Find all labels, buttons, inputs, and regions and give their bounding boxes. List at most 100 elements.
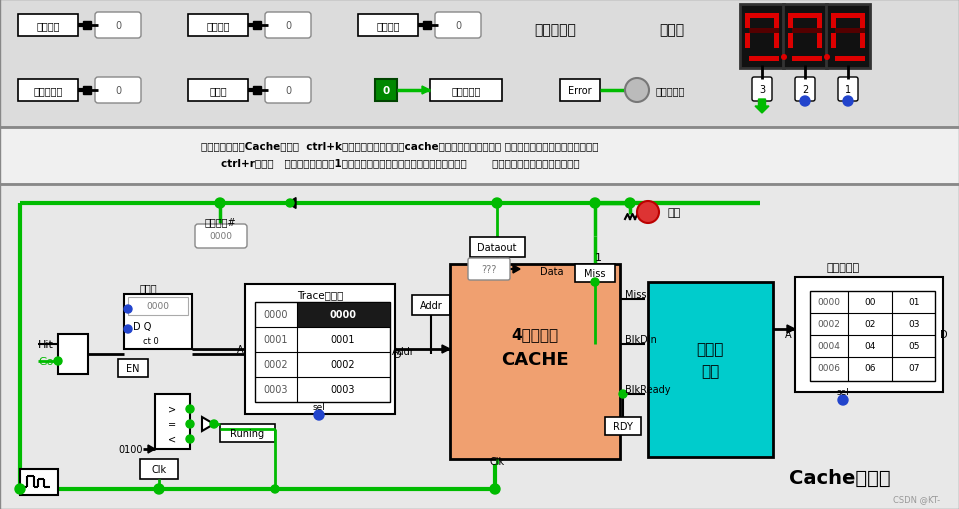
Bar	[245, 285, 395, 414]
Bar	[826, 5, 870, 69]
Circle shape	[625, 199, 635, 209]
Bar	[749, 57, 779, 62]
Text: 块交换: 块交换	[696, 342, 724, 357]
Bar	[817, 34, 822, 49]
Bar	[774, 34, 779, 49]
Text: 0003: 0003	[331, 384, 355, 394]
Circle shape	[314, 410, 324, 420]
FancyBboxPatch shape	[95, 78, 141, 104]
FancyBboxPatch shape	[795, 78, 815, 102]
Text: D Q: D Q	[133, 321, 152, 331]
Text: 命中率: 命中率	[660, 23, 685, 37]
Text: 0: 0	[455, 21, 461, 31]
Bar	[740, 5, 784, 69]
Bar	[188, 15, 248, 37]
Circle shape	[800, 97, 810, 107]
Text: 0100: 0100	[119, 444, 143, 454]
Text: 2: 2	[802, 85, 808, 95]
Bar	[450, 265, 620, 459]
Text: 02: 02	[864, 320, 876, 329]
Text: 测试用例#: 测试用例#	[204, 216, 236, 227]
Circle shape	[54, 357, 62, 365]
Bar	[255, 302, 390, 402]
Circle shape	[619, 390, 627, 398]
Circle shape	[124, 325, 132, 333]
Text: 0001: 0001	[264, 334, 289, 344]
Bar	[810, 292, 935, 381]
Text: ct 0: ct 0	[143, 337, 159, 346]
FancyBboxPatch shape	[265, 13, 311, 39]
Text: 04: 04	[864, 342, 876, 351]
Circle shape	[492, 199, 502, 209]
Text: RDY: RDY	[613, 421, 633, 431]
Text: EN: EN	[127, 363, 140, 373]
Bar	[83, 22, 91, 30]
FancyBboxPatch shape	[195, 224, 247, 248]
Text: Cache模拟器: Cache模拟器	[789, 468, 891, 487]
Text: 时钟周期数: 时钟周期数	[34, 86, 62, 96]
Text: Miss: Miss	[584, 268, 606, 278]
Text: 电路功能：测试Cache模块，  ctrl+k启动时钟后，会自动对cache模块进行读数据测试， 并将数据逐一读出进行校验和计算: 电路功能：测试Cache模块， ctrl+k启动时钟后，会自动对cache模块进…	[201, 140, 598, 151]
Text: ctrl+r复位，   错误暂停模式位为1时，数据命中但读出数据不正确时会暂停系统       电路状态稳定后显示最终命中率: ctrl+r复位， 错误暂停模式位为1时，数据命中但读出数据不正确时会暂停系统 …	[221, 158, 579, 167]
Bar	[817, 14, 822, 29]
Text: 0: 0	[285, 86, 292, 96]
Circle shape	[15, 484, 25, 494]
Text: 00: 00	[864, 298, 876, 307]
Text: 3: 3	[759, 85, 765, 95]
Text: 0004: 0004	[818, 342, 840, 351]
Circle shape	[625, 79, 649, 103]
Text: 校验和: 校验和	[209, 86, 227, 96]
Text: Addr: Addr	[392, 346, 415, 356]
Bar	[253, 22, 261, 30]
Polygon shape	[442, 345, 450, 353]
Bar	[575, 265, 615, 282]
Circle shape	[186, 435, 194, 443]
Polygon shape	[755, 100, 769, 114]
FancyBboxPatch shape	[468, 259, 510, 280]
Text: 逻辑: 逻辑	[701, 364, 719, 379]
Text: 读数据出错: 读数据出错	[655, 86, 685, 96]
Bar	[124, 294, 192, 349]
Text: A: A	[785, 329, 792, 340]
Text: 0: 0	[285, 21, 292, 31]
Circle shape	[215, 199, 225, 209]
Text: 1: 1	[595, 252, 601, 263]
Bar	[58, 334, 88, 374]
Text: 0001: 0001	[331, 334, 355, 344]
Bar	[0, 185, 959, 509]
Bar	[220, 424, 275, 442]
Text: Runing: Runing	[230, 428, 264, 438]
Text: 0: 0	[115, 21, 121, 31]
Text: 01: 01	[908, 298, 920, 307]
Bar	[128, 297, 188, 316]
Text: Error: Error	[568, 86, 592, 96]
Text: <: <	[168, 434, 176, 444]
Polygon shape	[287, 198, 296, 209]
Text: 实际命中: 实际命中	[36, 21, 59, 31]
Bar	[0, 128, 959, 185]
Text: 0003: 0003	[264, 384, 289, 394]
Bar	[18, 80, 78, 102]
Text: 0006: 0006	[817, 364, 840, 373]
Text: BlkDIn: BlkDIn	[625, 334, 657, 344]
FancyBboxPatch shape	[752, 78, 772, 102]
Text: Clk: Clk	[152, 464, 167, 474]
Text: Hit: Hit	[38, 340, 54, 349]
Text: 访问次数: 访问次数	[376, 21, 400, 31]
Text: >: >	[168, 404, 176, 414]
Bar	[831, 14, 836, 29]
Circle shape	[490, 484, 500, 494]
FancyBboxPatch shape	[838, 78, 858, 102]
Bar	[297, 302, 390, 327]
Polygon shape	[202, 417, 214, 431]
Bar	[140, 459, 178, 479]
Bar	[470, 238, 525, 258]
Bar	[745, 14, 750, 29]
Text: 0000: 0000	[330, 309, 357, 319]
Text: sel: sel	[836, 388, 850, 397]
Text: 07: 07	[908, 364, 920, 373]
Bar	[749, 29, 779, 34]
Bar	[83, 87, 91, 95]
Circle shape	[824, 55, 830, 61]
Bar	[788, 14, 793, 29]
